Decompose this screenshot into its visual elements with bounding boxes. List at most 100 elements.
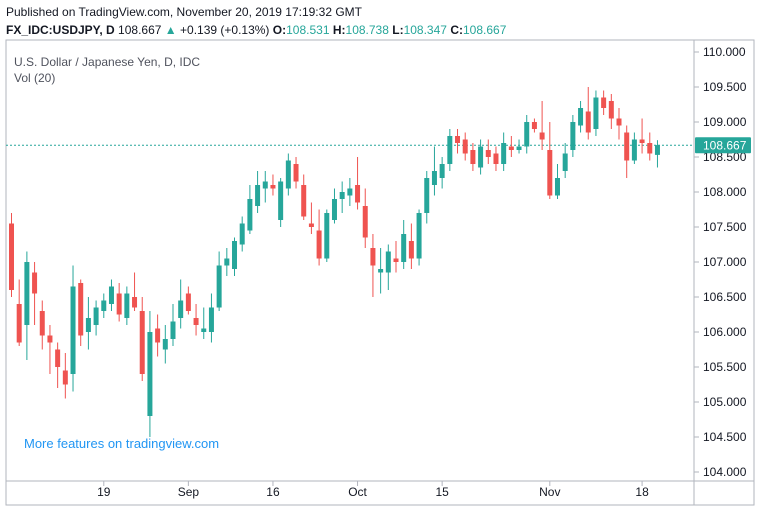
- candle: [593, 90, 599, 136]
- candle: [455, 129, 461, 154]
- candle: [331, 188, 337, 224]
- candle-body: [278, 181, 284, 220]
- candle-body: [455, 136, 461, 143]
- candle: [101, 293, 107, 318]
- candle: [270, 174, 276, 196]
- candle: [308, 202, 314, 234]
- candle-body: [232, 241, 238, 269]
- candle-body: [185, 293, 191, 311]
- y-tick-label: 105.000: [703, 395, 747, 409]
- last-price-tag: 108.667: [695, 137, 751, 154]
- candle-body: [393, 258, 399, 262]
- candle-body: [147, 332, 153, 416]
- candle: [578, 101, 584, 133]
- candle: [178, 279, 184, 329]
- y-tick-label: 107.000: [703, 255, 747, 269]
- candle: [370, 234, 376, 297]
- candle-body: [585, 111, 591, 133]
- change-value: +0.139 (+0.13%): [180, 23, 270, 37]
- candle: [255, 171, 261, 213]
- close-label: C:: [450, 23, 463, 37]
- candle-body: [155, 328, 161, 343]
- candle: [431, 146, 437, 196]
- candle-body: [16, 304, 22, 343]
- candle-body: [193, 318, 199, 325]
- candle: [501, 132, 507, 171]
- candle: [62, 353, 68, 399]
- x-tick-label: Oct: [348, 485, 367, 499]
- candle-body: [408, 241, 414, 259]
- candle-body: [201, 328, 207, 332]
- candle: [124, 286, 130, 325]
- candle-body: [608, 101, 614, 119]
- candle: [24, 251, 30, 360]
- candle-body: [470, 150, 476, 164]
- candle-body: [224, 258, 230, 266]
- candle-body: [247, 199, 253, 231]
- candle: [608, 94, 614, 129]
- chart-title: U.S. Dollar / Japanese Yen, D, IDC: [14, 55, 200, 69]
- candle-body: [270, 185, 276, 189]
- candle: [485, 139, 491, 164]
- low-label: L:: [392, 23, 404, 37]
- candle-body: [339, 192, 345, 199]
- y-tick-label: 105.500: [703, 360, 747, 374]
- x-tick-label: 18: [635, 485, 649, 499]
- candle: [55, 342, 61, 388]
- candle-body: [424, 178, 430, 213]
- candle-body: [385, 251, 391, 273]
- candle-body: [539, 132, 545, 140]
- candle: [116, 283, 122, 322]
- candle: [170, 304, 176, 346]
- candle-body: [355, 185, 361, 203]
- candle-body: [178, 300, 184, 318]
- candle-body: [324, 213, 330, 259]
- x-tick-label: 19: [97, 485, 111, 499]
- candle: [570, 115, 576, 157]
- candle-body: [139, 311, 145, 374]
- candle-body: [401, 234, 407, 262]
- candle: [285, 153, 291, 196]
- candle-body: [132, 297, 138, 308]
- watermark-link[interactable]: More features on tradingview.com: [24, 436, 219, 451]
- candle: [493, 146, 499, 171]
- candles-group: [9, 87, 660, 437]
- candle: [85, 297, 91, 350]
- candle: [647, 132, 653, 161]
- candle: [293, 157, 299, 189]
- candle-body: [501, 143, 507, 164]
- candle: [562, 143, 568, 178]
- candle-body: [116, 293, 122, 315]
- candle: [301, 174, 307, 220]
- candle-body: [78, 283, 84, 336]
- price-axis: 110.000 109.500 109.000 108.500 108.000 107.5…: [694, 45, 747, 479]
- symbol-label[interactable]: FX_IDC:USDJPY, D: [6, 23, 115, 37]
- candle-body: [285, 160, 291, 189]
- candle: [32, 262, 38, 325]
- candle: [393, 241, 399, 273]
- candle: [408, 223, 414, 269]
- candle: [531, 118, 537, 133]
- candle: [132, 272, 138, 311]
- candle: [139, 297, 145, 381]
- candle-body: [239, 223, 245, 245]
- last-price-tag-text: 108.667: [703, 138, 747, 152]
- candle: [508, 136, 514, 157]
- candle: [616, 108, 622, 140]
- close-value: 108.667: [462, 23, 507, 37]
- candle-body: [301, 185, 307, 217]
- candle: [155, 314, 161, 357]
- candle: [516, 139, 522, 154]
- candle: [224, 248, 230, 276]
- candle: [339, 181, 345, 213]
- y-tick-label: 108.500: [703, 150, 747, 164]
- x-tick-label: 15: [435, 485, 449, 499]
- x-tick-label: Sep: [178, 485, 200, 499]
- candle-body: [547, 150, 553, 196]
- candle-body: [362, 206, 368, 238]
- candle-body: [478, 146, 484, 168]
- volume-label: Vol (20): [14, 71, 55, 85]
- candle: [193, 304, 199, 336]
- candle-body: [462, 139, 468, 154]
